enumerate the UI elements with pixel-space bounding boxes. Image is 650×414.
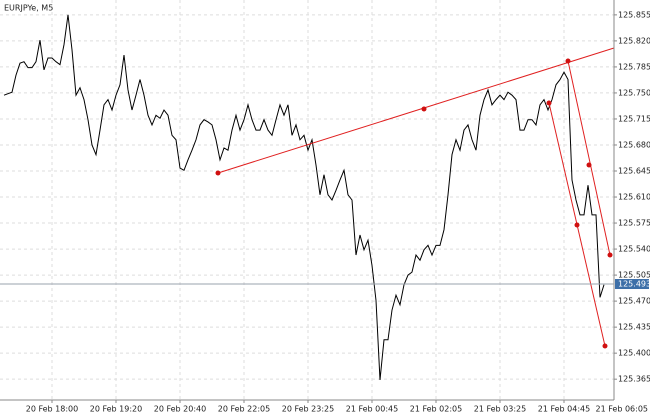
anchor-point bbox=[586, 162, 592, 168]
x-tick-label: 20 Feb 23:25 bbox=[282, 405, 334, 414]
x-tick-label: 21 Feb 06:05 bbox=[596, 405, 648, 414]
y-tick-label: 125.750 bbox=[618, 88, 650, 97]
anchor-point bbox=[602, 343, 608, 349]
anchor-point bbox=[574, 222, 580, 228]
y-tick-label: 125.715 bbox=[618, 114, 650, 123]
anchor-point bbox=[546, 100, 552, 106]
trend-line bbox=[217, 47, 615, 174]
y-tick-label: 125.575 bbox=[618, 219, 650, 228]
anchor-point bbox=[607, 252, 613, 258]
anchor-point bbox=[565, 58, 571, 64]
x-tick-label: 21 Feb 02:05 bbox=[410, 405, 462, 414]
x-tick-label: 20 Feb 19:20 bbox=[90, 405, 142, 414]
x-tick-label: 20 Feb 20:40 bbox=[154, 405, 206, 414]
plot bbox=[3, 14, 605, 380]
y-tick-label: 125.505 bbox=[618, 271, 650, 280]
y-tick-label: 125.855 bbox=[618, 10, 650, 19]
anchor-point bbox=[421, 106, 427, 112]
current-price-label: 125.493 bbox=[618, 280, 650, 289]
x-tick-label: 20 Feb 22:05 bbox=[218, 405, 270, 414]
trend-line bbox=[567, 60, 611, 256]
x-tick-label: 21 Feb 00:45 bbox=[346, 405, 398, 414]
x-tick-label: 21 Feb 03:25 bbox=[474, 405, 526, 414]
y-tick-label: 125.540 bbox=[618, 245, 650, 254]
x-tick-label: 20 Feb 18:00 bbox=[26, 405, 78, 414]
x-tick-label: 21 Feb 04:45 bbox=[538, 405, 590, 414]
y-tick-label: 125.680 bbox=[618, 140, 650, 149]
chart-title: EURJPYe, M5 bbox=[4, 4, 53, 13]
anchor-point bbox=[215, 170, 221, 176]
y-tick-label: 125.435 bbox=[618, 323, 650, 332]
price-line bbox=[3, 14, 605, 380]
trend-lines bbox=[215, 47, 615, 349]
y-tick-label: 125.365 bbox=[618, 375, 650, 384]
current-price-box bbox=[615, 279, 649, 290]
y-tick-label: 125.400 bbox=[618, 349, 650, 358]
grid bbox=[0, 0, 614, 400]
y-tick-label: 125.610 bbox=[618, 193, 650, 202]
y-tick-label: 125.820 bbox=[618, 36, 650, 45]
y-tick-label: 125.470 bbox=[618, 297, 650, 306]
y-tick-label: 125.785 bbox=[618, 62, 650, 71]
y-tick-label: 125.645 bbox=[618, 167, 650, 176]
